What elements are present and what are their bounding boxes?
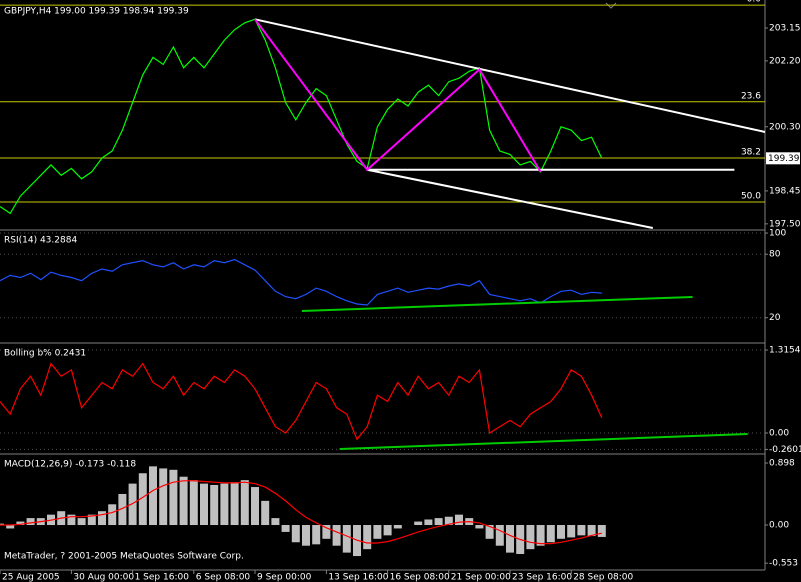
histogram-bar xyxy=(506,525,514,553)
histogram-bar xyxy=(210,484,219,526)
histogram-bar xyxy=(230,482,239,526)
trendline xyxy=(367,168,653,229)
histogram-bar xyxy=(200,483,208,526)
fib-label: 50.0 xyxy=(741,191,761,201)
histogram-bar xyxy=(138,473,147,526)
panel-title: MACD(12,26,9) -0.173 -0.118 xyxy=(4,460,136,470)
y-tick-label: 0.00 xyxy=(769,429,789,439)
y-tick-label: 202.20 xyxy=(769,56,801,66)
histogram-bar xyxy=(424,519,433,526)
panel-title: RSI(14) 43.2884 xyxy=(4,236,77,246)
histogram-bar xyxy=(373,525,382,539)
trendline xyxy=(339,433,748,451)
y-tick-label: 1.3154 xyxy=(769,346,801,356)
histogram-bar xyxy=(291,525,300,543)
y-tick-label: 203.15 xyxy=(769,23,801,33)
histogram-bar xyxy=(546,525,555,543)
fib-label: 38.2 xyxy=(741,147,761,157)
x-tick-label: 16 Sep 08:00 xyxy=(390,573,450,582)
histogram-bar xyxy=(189,480,198,526)
x-tick-label: 30 Aug 00:00 xyxy=(73,573,134,582)
signal-line xyxy=(0,480,602,545)
panel-title: GBPJPY,H4 199.00 199.39 198.94 199.39 xyxy=(4,7,189,17)
series-line xyxy=(0,362,603,441)
histogram-bar xyxy=(577,525,586,536)
histogram-bar xyxy=(128,483,137,526)
y-tick-label: 200.30 xyxy=(769,122,801,132)
histogram-bar xyxy=(16,521,25,526)
last-price-label: 199.39 xyxy=(768,154,800,164)
y-tick-label: 80 xyxy=(769,250,781,260)
y-tick-label: 20 xyxy=(769,313,781,323)
histogram-bar xyxy=(536,525,545,546)
histogram-bar xyxy=(179,476,188,526)
histogram-bar xyxy=(281,525,290,532)
last-price-box xyxy=(766,152,800,165)
histogram-bar xyxy=(557,525,565,539)
histogram-bar xyxy=(98,511,106,526)
histogram-bar xyxy=(240,480,249,526)
histogram-bar xyxy=(455,514,463,526)
x-tick-label: 21 Sep 00:00 xyxy=(451,573,511,582)
histogram-bar xyxy=(434,518,443,526)
fib-label: 23.6 xyxy=(741,91,761,101)
y-tick-label: 0.00 xyxy=(769,521,789,531)
y-tick-label: 0.898 xyxy=(769,459,795,469)
histogram-bar xyxy=(271,518,280,526)
histogram-bar xyxy=(495,525,504,546)
copyright: MetaTrader, ? 2001-2005 MetaQuotes Softw… xyxy=(4,552,244,562)
x-tick-label: 13 Sep 16:00 xyxy=(328,573,388,582)
histogram-bar xyxy=(220,483,229,526)
histogram-bar xyxy=(118,493,127,526)
histogram-bar xyxy=(0,523,4,526)
x-tick-label: 9 Sep 00:00 xyxy=(257,573,312,582)
histogram-bar xyxy=(597,525,606,537)
histogram-bar xyxy=(444,516,453,526)
panel-title: Bolling b% 0.2431 xyxy=(4,349,86,359)
fib-label: 0.0 xyxy=(747,0,762,5)
histogram-bar xyxy=(322,525,331,539)
histogram-bar xyxy=(149,466,157,526)
y-tick-label: 197.50 xyxy=(769,219,801,229)
histogram-bar xyxy=(567,525,576,538)
y-tick-label: 100 xyxy=(769,229,786,239)
x-tick-label: 25 Aug 2005 xyxy=(2,573,60,582)
histogram-bar xyxy=(383,525,392,536)
x-tick-label: 1 Sep 16:00 xyxy=(135,573,190,582)
histogram-bar xyxy=(393,525,402,529)
histogram-bar xyxy=(302,525,310,546)
zigzag xyxy=(254,18,542,173)
histogram-bar xyxy=(159,468,168,526)
histogram-bar xyxy=(251,487,259,526)
histogram-bar xyxy=(342,525,351,553)
histogram-bar xyxy=(332,525,341,546)
y-tick-label: -0.2601 xyxy=(769,445,801,455)
trendline xyxy=(301,295,693,312)
histogram-bar xyxy=(261,500,270,526)
y-tick-label: 198.45 xyxy=(769,186,801,196)
y-tick-label: -0.553 xyxy=(769,559,798,569)
histogram-bar xyxy=(108,504,117,526)
histogram-bar xyxy=(77,518,86,526)
x-tick-label: 23 Sep 16:00 xyxy=(512,573,572,582)
series-line xyxy=(0,258,602,306)
histogram-bar xyxy=(312,525,321,545)
x-tick-label: 6 Sep 08:00 xyxy=(196,573,251,582)
histogram-bar xyxy=(87,514,96,526)
histogram-bar xyxy=(67,514,76,526)
trendline xyxy=(254,18,766,133)
histogram-bar xyxy=(6,525,15,529)
histogram-bar xyxy=(475,525,484,529)
histogram-bar xyxy=(363,525,372,550)
x-tick-label: 28 Sep 08:00 xyxy=(573,573,633,582)
histogram-bar xyxy=(485,525,494,539)
histogram-bar xyxy=(26,518,35,526)
histogram-bar xyxy=(414,521,423,526)
histogram-bar xyxy=(169,469,178,526)
series-line xyxy=(0,18,603,215)
histogram-bar xyxy=(526,525,535,550)
histogram-bar xyxy=(587,525,596,537)
